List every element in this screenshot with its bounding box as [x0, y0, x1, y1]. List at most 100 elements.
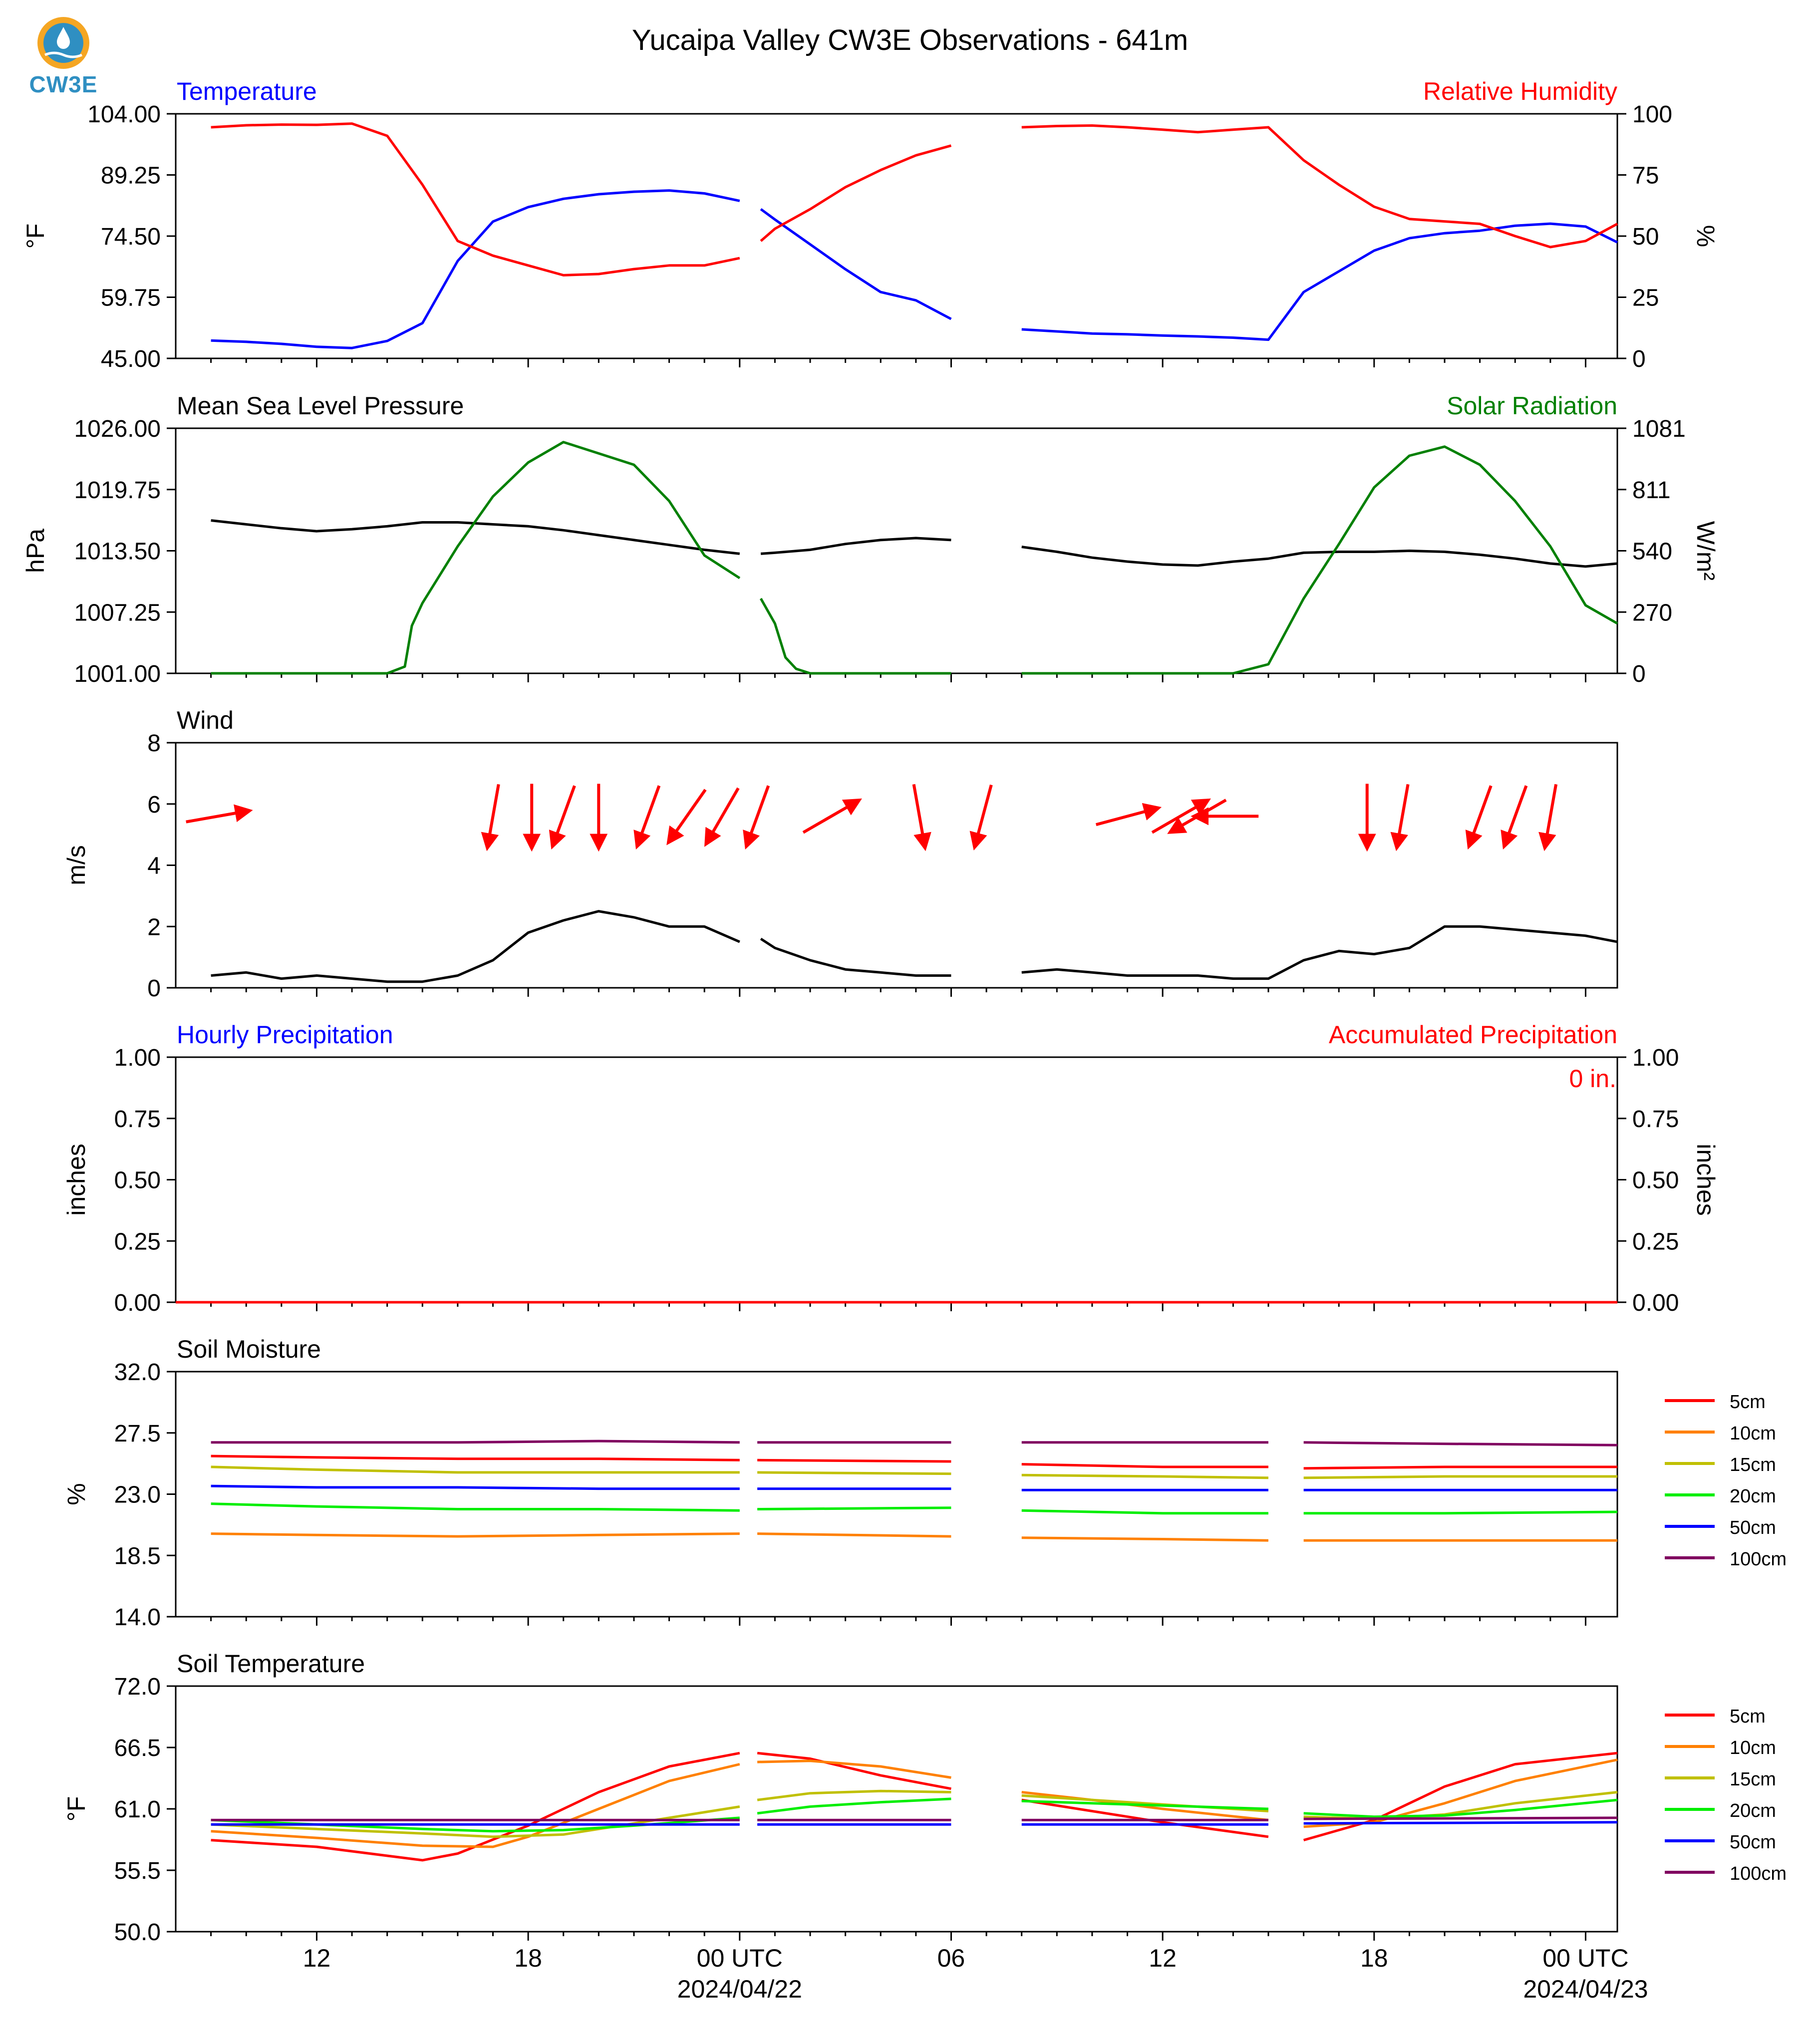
series-line-5cm	[1303, 1465, 1617, 1470]
wind-arrow	[704, 787, 740, 847]
y-tick-label-right: 0	[1632, 661, 1646, 687]
wind-arrow	[743, 785, 770, 850]
series-line-5cm	[211, 1751, 740, 1862]
plot-frame	[175, 1056, 1618, 1303]
wind-arrow	[1095, 803, 1162, 826]
wind-arrow	[549, 785, 576, 850]
legend-label: 10cm	[1730, 1738, 1776, 1758]
series-line-solar-radiation	[211, 441, 741, 675]
series-line-20cm	[757, 1797, 951, 1815]
legend-label: 10cm	[1730, 1423, 1776, 1444]
y-tick-label-left: 14.0	[114, 1604, 161, 1631]
y-tick-label-left: 45.00	[101, 346, 161, 372]
wind-arrow	[802, 798, 862, 834]
y-tick-label-right: 75	[1632, 163, 1659, 189]
y-axis-label-left: inches	[62, 1144, 90, 1216]
series-line-15cm	[757, 1471, 951, 1475]
legend-label: 100cm	[1730, 1549, 1787, 1570]
legend-label: 5cm	[1730, 1706, 1766, 1727]
logo-text: CW3E	[29, 71, 98, 97]
y-tick-label-right: 1.00	[1632, 1045, 1679, 1071]
y-tick-label-right: 270	[1632, 599, 1672, 626]
y-tick-label-right: 0.00	[1632, 1290, 1679, 1316]
wind-arrow	[1465, 785, 1493, 850]
wind-arrow	[969, 784, 993, 851]
y-axis-label-left: °F	[21, 224, 49, 249]
y-tick-label-left: 4	[147, 853, 161, 879]
y-axis-label-right: %	[1692, 225, 1720, 247]
wind-arrow	[1501, 785, 1528, 850]
x-tick-label: 12	[1149, 1944, 1177, 1972]
legend-label: 100cm	[1730, 1863, 1787, 1884]
y-tick-label-right: 50	[1632, 224, 1659, 250]
y-tick-label-right: 1081	[1632, 416, 1686, 442]
y-tick-label-left: 0	[147, 975, 161, 1002]
figure-title: Yucaipa Valley CW3E Observations - 641m	[632, 24, 1188, 56]
series-line-100cm	[211, 1440, 740, 1444]
panel-soil_moisture: Soil Moisture 14.0 18.5 23.0 27.5 32.0% 5cm 10c…	[62, 1335, 1787, 1631]
x-date-label: 2024/04/23	[1523, 1975, 1648, 2003]
legend-label: 15cm	[1730, 1454, 1776, 1475]
panel-title-right: Relative Humidity	[1423, 77, 1617, 105]
wind-arrow	[1390, 784, 1410, 852]
series-line-50cm	[211, 1484, 740, 1490]
legend-label: 15cm	[1730, 1769, 1776, 1790]
series-line-10cm	[757, 1759, 951, 1779]
y-axis-label-left: %	[62, 1483, 90, 1505]
x-tick-label: 18	[514, 1944, 542, 1972]
y-tick-label-left: 1001.00	[74, 661, 161, 687]
legend-label: 50cm	[1730, 1517, 1776, 1538]
legend-label: 20cm	[1730, 1486, 1776, 1507]
precip-total-annotation: 0 in.	[1569, 1065, 1616, 1093]
series-line-mean-sea-level-pressure	[760, 537, 951, 555]
y-tick-label-right: 25	[1632, 285, 1659, 311]
series-line-15cm	[1303, 1475, 1617, 1479]
series-line-20cm	[1021, 1799, 1268, 1810]
series-line-10cm	[757, 1532, 951, 1538]
wind-arrow	[666, 789, 707, 846]
y-tick-label-left: 89.25	[101, 163, 161, 189]
plot-frame	[175, 1685, 1618, 1933]
series-line-wind	[1021, 925, 1618, 980]
y-tick-label-left: 104.00	[87, 101, 161, 128]
y-tick-label-left: 1019.75	[74, 477, 161, 504]
y-tick-label-left: 6	[147, 792, 161, 818]
series-line-relative-humidity	[1021, 124, 1618, 249]
y-axis-label-left: °F	[62, 1796, 90, 1822]
wind-arrow	[1538, 784, 1558, 852]
series-line-temperature	[211, 189, 740, 349]
series-line-15cm	[1021, 1473, 1268, 1479]
y-tick-label-left: 23.0	[114, 1482, 161, 1508]
panel-title-right: Solar Radiation	[1447, 392, 1617, 420]
panel-temp_rh: Temperature Relative Humidity 45.00 59.75 74…	[21, 77, 1720, 372]
series-line-20cm	[1021, 1509, 1268, 1515]
panel-title-left: Temperature	[177, 77, 317, 105]
y-tick-label-left: 1.00	[114, 1045, 161, 1071]
series-line-relative-humidity	[760, 144, 952, 242]
series-line-5cm	[1021, 1463, 1268, 1468]
cw3e-logo: CW3E	[26, 13, 101, 103]
y-tick-label-left: 1007.25	[74, 599, 161, 626]
y-tick-label-left: 55.5	[114, 1858, 161, 1884]
y-tick-label-left: 50.0	[114, 1919, 161, 1946]
series-line-15cm	[211, 1465, 740, 1474]
plot-frame	[175, 1371, 1618, 1618]
y-tick-label-right: 0.50	[1632, 1167, 1679, 1194]
series-line-mean-sea-level-pressure	[1021, 546, 1618, 568]
y-tick-label-left: 18.5	[114, 1543, 161, 1569]
y-tick-label-right: 540	[1632, 539, 1672, 565]
panel-title-left: Wind	[177, 706, 234, 734]
x-tick-label: 06	[937, 1944, 965, 1972]
logo-emblem	[37, 17, 89, 69]
legend-label: 20cm	[1730, 1800, 1776, 1821]
series-line-100cm	[1303, 1441, 1618, 1447]
series-line-5cm	[1303, 1751, 1618, 1842]
series-line-15cm	[757, 1789, 951, 1801]
panel-pressure_solar: Mean Sea Level Pressure Solar Radiation 10…	[21, 392, 1720, 687]
series-line-solar-radiation	[759, 597, 951, 675]
plot-frame	[175, 113, 1618, 359]
panel-precip: Hourly Precipitation Accumulated Precipit…	[62, 1021, 1720, 1316]
y-tick-label-right: 811	[1632, 477, 1671, 504]
series-line-20cm	[1303, 1798, 1618, 1818]
y-tick-label-left: 1013.50	[74, 539, 161, 565]
